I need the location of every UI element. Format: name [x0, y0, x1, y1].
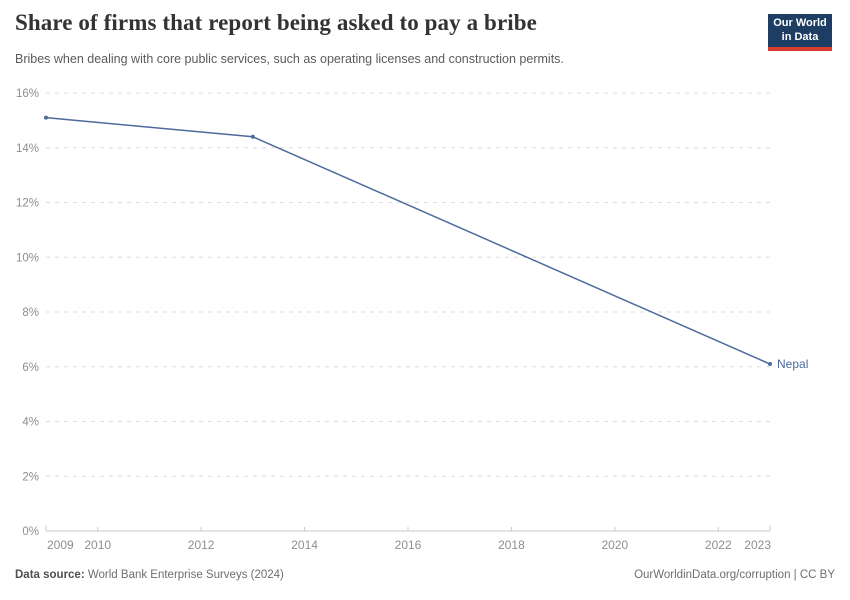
footer-license-link[interactable]: OurWorldinData.org/corruption | CC BY — [634, 569, 835, 581]
svg-text:2016: 2016 — [395, 538, 422, 552]
svg-text:2018: 2018 — [498, 538, 525, 552]
svg-text:2%: 2% — [22, 471, 39, 483]
svg-text:2023: 2023 — [744, 538, 771, 552]
owid-logo-line2: in Data — [781, 30, 819, 43]
data-source-value: World Bank Enterprise Surveys (2024) — [87, 569, 284, 581]
svg-text:10%: 10% — [16, 252, 39, 264]
svg-text:2014: 2014 — [291, 538, 318, 552]
owid-logo[interactable]: Our World in Data — [768, 14, 832, 51]
svg-text:Nepal: Nepal — [777, 357, 808, 371]
owid-logo-line1: Our World — [773, 17, 827, 30]
svg-text:14%: 14% — [16, 143, 39, 155]
chart-footer: Data source: World Bank Enterprise Surve… — [15, 569, 835, 581]
svg-text:6%: 6% — [22, 362, 39, 374]
svg-text:12%: 12% — [16, 198, 39, 210]
data-source: Data source: World Bank Enterprise Surve… — [15, 569, 284, 581]
chart-subtitle: Bribes when dealing with core public ser… — [15, 52, 564, 66]
data-source-label: Data source: — [15, 569, 85, 581]
chart-title: Share of firms that report being asked t… — [15, 10, 537, 35]
svg-text:2022: 2022 — [705, 538, 732, 552]
svg-text:4%: 4% — [22, 417, 39, 429]
svg-text:0%: 0% — [22, 526, 39, 538]
svg-text:2012: 2012 — [188, 538, 215, 552]
svg-text:2020: 2020 — [602, 538, 629, 552]
svg-text:2009: 2009 — [47, 538, 74, 552]
svg-text:8%: 8% — [22, 307, 39, 319]
svg-text:16%: 16% — [16, 88, 39, 100]
svg-text:2010: 2010 — [84, 538, 111, 552]
